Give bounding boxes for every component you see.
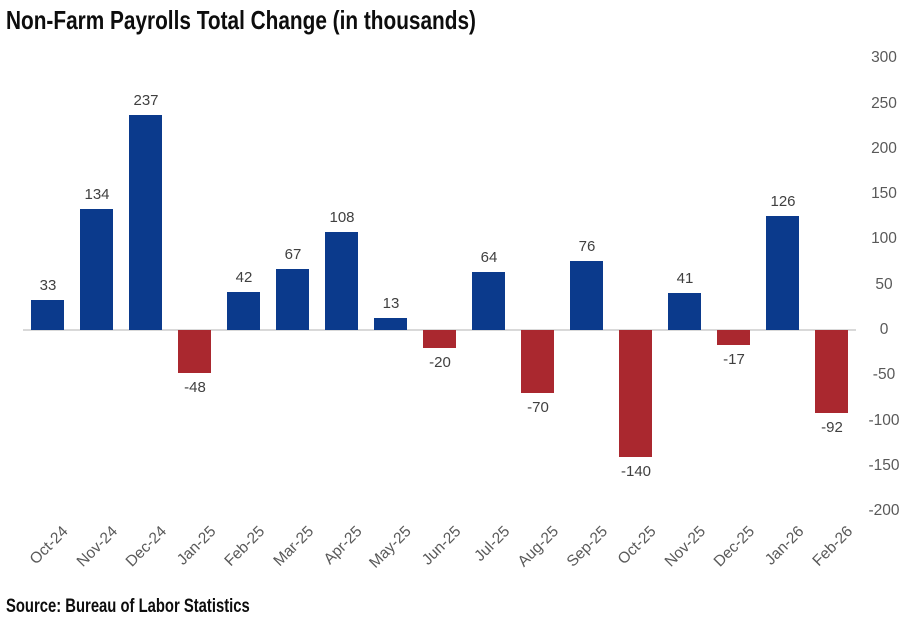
x-axis-label-Nov-24: Nov-24 (73, 523, 122, 571)
bar-value-label-Feb-26: -92 (821, 419, 843, 436)
source-note: Source: Bureau of Labor Statistics (6, 596, 250, 617)
y-axis-tick--100: -100 (868, 412, 900, 429)
bar-Oct-25 (619, 330, 652, 457)
bar-Nov-25 (668, 293, 701, 330)
y-axis-tick-50: 50 (875, 276, 893, 293)
bar-value-label-Sep-25: 76 (578, 238, 596, 255)
x-axis-label-Sep-25: Sep-25 (563, 523, 612, 571)
bar-value-label-Nov-25: 41 (676, 270, 694, 287)
bar-Feb-26 (815, 330, 848, 413)
x-axis-label-Jan-26: Jan-26 (761, 523, 808, 569)
x-axis-label-May-25: May-25 (366, 523, 416, 572)
bar-value-label-Nov-24: 134 (84, 186, 110, 203)
y-axis-tick-100: 100 (871, 230, 897, 247)
x-axis-label-Jul-25: Jul-25 (471, 523, 514, 565)
x-axis-label-Jan-25: Jan-25 (173, 523, 220, 569)
bar-Jan-26 (766, 216, 799, 330)
x-axis-label-Dec-24: Dec-24 (122, 523, 171, 571)
bar-value-label-Oct-25: -140 (620, 463, 652, 480)
bar-value-label-Apr-25: 108 (329, 209, 355, 226)
chart-title: Non-Farm Payrolls Total Change (in thous… (6, 5, 476, 35)
bar-Jun-25 (423, 330, 456, 348)
bar-Oct-24 (31, 300, 64, 330)
bar-value-label-Jan-25: -48 (184, 379, 206, 396)
y-axis-tick-200: 200 (871, 140, 897, 157)
bar-value-label-Feb-25: 42 (235, 269, 253, 286)
y-axis-tick-250: 250 (871, 95, 897, 112)
bar-Jul-25 (472, 272, 505, 330)
bar-Apr-25 (325, 232, 358, 330)
bar-Dec-24 (129, 115, 162, 330)
bar-May-25 (374, 318, 407, 330)
bar-value-label-Dec-25: -17 (723, 351, 745, 368)
bar-value-label-Dec-24: 237 (133, 92, 159, 109)
x-axis-label-Apr-25: Apr-25 (321, 523, 367, 568)
y-axis-tick--150: -150 (868, 457, 900, 474)
bar-value-label-Jun-25: -20 (429, 354, 451, 371)
y-axis-tick-150: 150 (871, 185, 897, 202)
bar-Dec-25 (717, 330, 750, 345)
bar-Jan-25 (178, 330, 211, 373)
y-axis-tick-0: 0 (879, 321, 889, 338)
bar-Sep-25 (570, 261, 603, 330)
bar-value-label-May-25: 13 (382, 295, 400, 312)
bar-value-label-Aug-25: -70 (527, 399, 549, 416)
x-axis-label-Feb-25: Feb-25 (221, 523, 269, 570)
bar-Nov-24 (80, 209, 113, 330)
bar-value-label-Oct-24: 33 (39, 277, 57, 294)
bar-value-label-Jan-26: 126 (770, 193, 796, 210)
bar-value-label-Jul-25: 64 (480, 249, 498, 266)
y-axis-tick--50: -50 (872, 366, 896, 383)
x-axis-label-Nov-25: Nov-25 (661, 523, 710, 571)
bar-Mar-25 (276, 269, 309, 330)
y-axis-tick-300: 300 (871, 49, 897, 66)
x-axis-label-Oct-25: Oct-25 (615, 523, 661, 568)
y-axis-tick--200: -200 (868, 502, 900, 519)
x-axis-label-Mar-25: Mar-25 (270, 523, 318, 570)
bar-value-label-Mar-25: 67 (284, 246, 302, 263)
x-axis-label-Feb-26: Feb-26 (809, 523, 857, 570)
bar-Aug-25 (521, 330, 554, 393)
x-axis-label-Oct-24: Oct-24 (27, 523, 73, 568)
x-axis-label-Dec-25: Dec-25 (710, 523, 759, 571)
x-axis-label-Aug-25: Aug-25 (514, 523, 563, 571)
bar-Feb-25 (227, 292, 260, 330)
x-axis-label-Jun-25: Jun-25 (418, 523, 465, 569)
